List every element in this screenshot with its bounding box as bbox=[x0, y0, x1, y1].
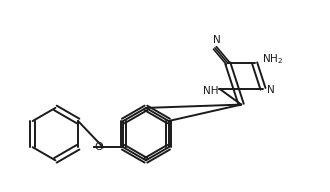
Text: N: N bbox=[213, 35, 221, 45]
Text: NH$_2$: NH$_2$ bbox=[262, 52, 283, 66]
Text: N: N bbox=[267, 85, 275, 95]
Text: O: O bbox=[94, 142, 103, 152]
Text: NH: NH bbox=[203, 86, 219, 96]
